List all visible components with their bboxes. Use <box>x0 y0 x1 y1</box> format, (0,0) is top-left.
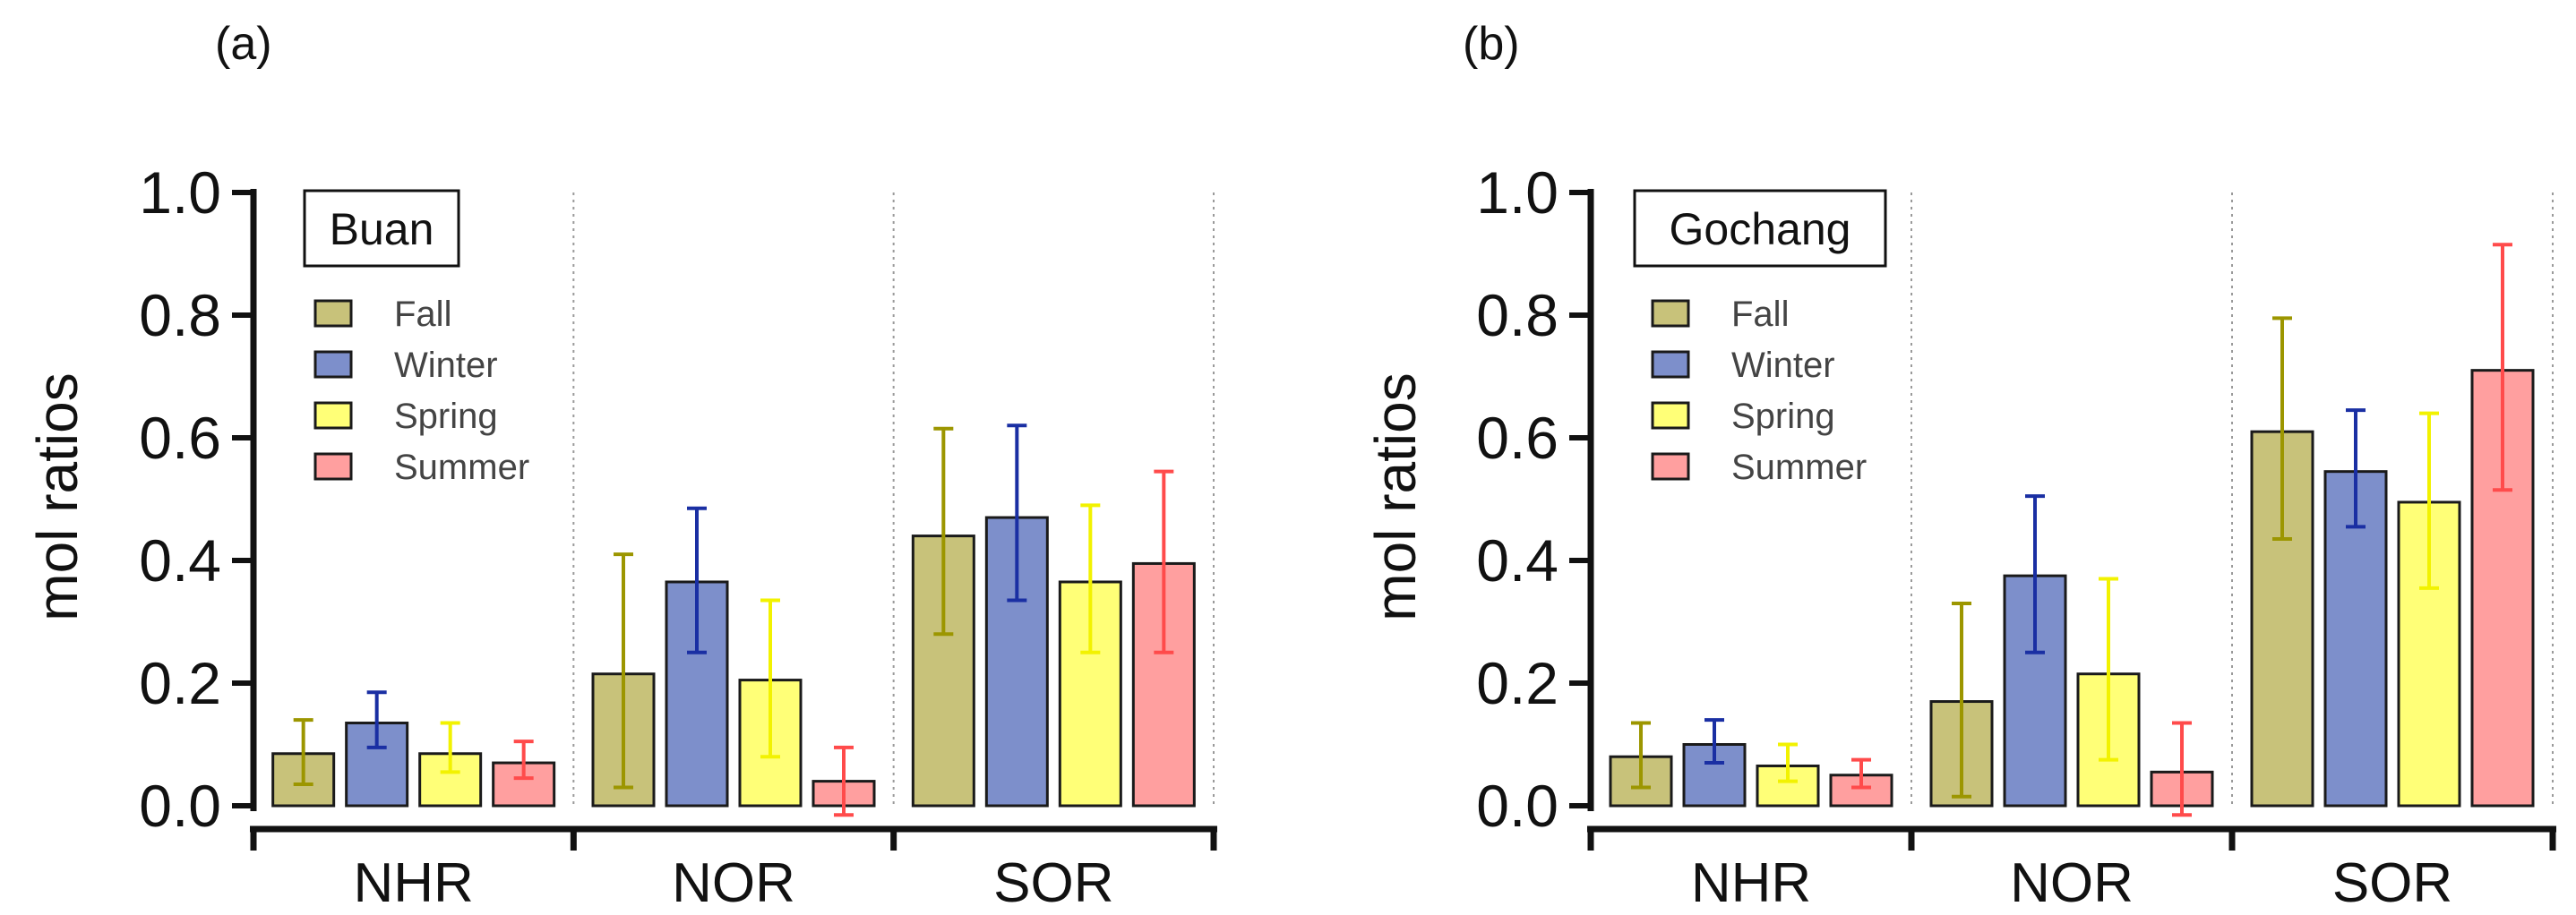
y-tick-label: 0.2 <box>139 650 221 716</box>
y-tick-label: 0.4 <box>139 527 221 594</box>
legend-label-winter: Winter <box>1731 346 1835 385</box>
station-box <box>303 189 460 268</box>
legend-label-fall: Fall <box>394 295 451 334</box>
y-tick-label: 0.2 <box>1476 650 1558 716</box>
y-axis-label: mol ratios <box>1363 372 1428 620</box>
bars-layer <box>1609 243 2535 817</box>
bars-layer <box>271 423 1196 817</box>
y-tick-label: 0.8 <box>139 282 221 348</box>
category-separators <box>572 192 1215 806</box>
legend-swatch-winter <box>1651 350 1690 379</box>
legend-swatch-fall <box>313 299 353 328</box>
legend-label-spring: Spring <box>1731 397 1835 436</box>
category-separators <box>1911 192 2554 806</box>
y-tick-label: 0.0 <box>139 773 221 839</box>
category-labels-layer: NHR NOR SOR <box>1691 852 2452 914</box>
y-tick-label: 0.0 <box>1476 773 1558 839</box>
legend-label-summer: Summer <box>394 448 529 487</box>
legend-swatch-fall <box>1651 299 1690 328</box>
panel-gochang: (b) mol ratios 0.0 0.2 0.4 0.6 0.8 1.0 NHR NOR… <box>1363 18 2556 914</box>
category-label-sor: SOR <box>993 852 1113 914</box>
station-box <box>1633 189 1887 268</box>
panel-label: (b) <box>1463 18 1520 70</box>
category-label-nhr: NHR <box>1691 852 1811 914</box>
category-label-sor: SOR <box>2332 852 2452 914</box>
axes-layer <box>250 189 1217 851</box>
y-tick-label: 1.0 <box>1476 159 1558 226</box>
category-label-nor: NOR <box>672 852 795 914</box>
bar-winter-nor <box>2003 574 2067 808</box>
station-name: Gochang <box>1670 204 1851 254</box>
category-label-nor: NOR <box>2010 852 2134 914</box>
y-axis-label: mol ratios <box>25 372 90 620</box>
y-ticks-layer: 0.0 0.2 0.4 0.6 0.8 1.0 <box>139 159 253 839</box>
y-tick-label: 0.8 <box>1476 282 1558 348</box>
legend: Buan Fall Winter Spring Summer <box>303 189 529 487</box>
y-ticks-layer: 0.0 0.2 0.4 0.6 0.8 1.0 <box>1476 159 1591 839</box>
panel-buan: (a) mol ratios 0.0 0.2 0.4 0.6 0.8 1.0 NHR NOR… <box>25 18 1217 914</box>
legend-label-fall: Fall <box>1731 295 1789 334</box>
y-tick-label: 0.6 <box>1476 405 1558 471</box>
legend-swatch-summer <box>313 452 353 481</box>
station-name: Buan <box>330 204 434 254</box>
legend-label-winter: Winter <box>394 346 498 385</box>
legend-label-summer: Summer <box>1731 448 1867 487</box>
legend: Gochang Fall Winter Spring Summer <box>1633 189 1887 487</box>
legend-swatch-spring <box>313 401 353 430</box>
legend-swatch-winter <box>313 350 353 379</box>
category-label-nhr: NHR <box>354 852 474 914</box>
y-tick-label: 1.0 <box>139 159 221 226</box>
y-tick-label: 0.4 <box>1476 527 1558 594</box>
legend-swatch-spring <box>1651 401 1690 430</box>
category-labels-layer: NHR NOR SOR <box>354 852 1114 914</box>
y-tick-label: 0.6 <box>139 405 221 471</box>
axes-layer <box>1587 189 2556 851</box>
legend-swatch-summer <box>1651 452 1690 481</box>
panel-label: (a) <box>215 18 272 70</box>
legend-label-spring: Spring <box>394 397 498 436</box>
